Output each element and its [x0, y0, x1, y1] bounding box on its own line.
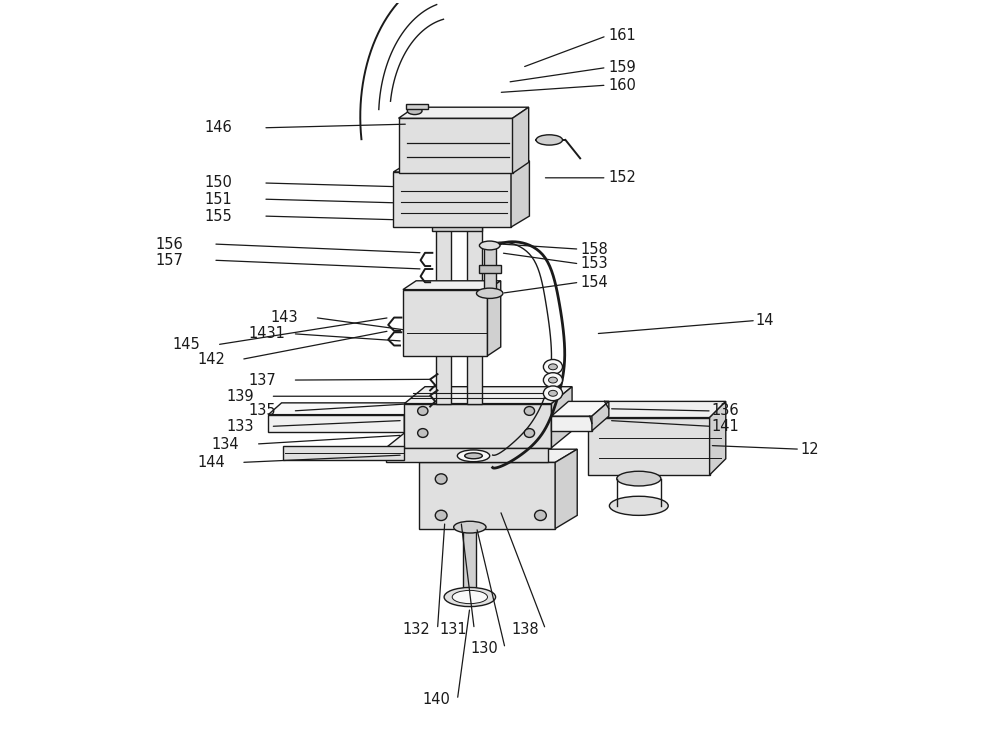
- Bar: [419, 462, 555, 528]
- Ellipse shape: [452, 591, 487, 604]
- Polygon shape: [592, 402, 609, 431]
- Ellipse shape: [524, 428, 535, 437]
- Text: 137: 137: [248, 373, 276, 388]
- Bar: [432, 216, 482, 230]
- Ellipse shape: [435, 473, 447, 484]
- Text: 160: 160: [609, 78, 637, 93]
- Text: 140: 140: [423, 693, 451, 708]
- Polygon shape: [511, 161, 529, 227]
- Text: 154: 154: [581, 275, 609, 290]
- Bar: [463, 527, 476, 597]
- Ellipse shape: [543, 386, 563, 401]
- Text: 136: 136: [712, 403, 739, 419]
- Polygon shape: [403, 281, 501, 290]
- Polygon shape: [513, 107, 529, 173]
- Text: 134: 134: [212, 436, 239, 451]
- Ellipse shape: [535, 511, 546, 520]
- Text: 132: 132: [403, 622, 431, 637]
- Ellipse shape: [543, 359, 563, 374]
- Text: 153: 153: [581, 256, 609, 271]
- Ellipse shape: [476, 288, 503, 299]
- Ellipse shape: [457, 450, 490, 462]
- Text: 159: 159: [609, 60, 637, 75]
- Ellipse shape: [549, 391, 557, 396]
- Ellipse shape: [536, 135, 563, 145]
- Polygon shape: [588, 402, 726, 418]
- Polygon shape: [386, 448, 548, 462]
- Polygon shape: [399, 107, 529, 119]
- Text: 141: 141: [712, 419, 740, 434]
- Ellipse shape: [407, 107, 422, 115]
- Text: 151: 151: [204, 192, 232, 207]
- Polygon shape: [551, 402, 609, 416]
- Polygon shape: [419, 449, 577, 462]
- Ellipse shape: [418, 428, 428, 437]
- Polygon shape: [555, 449, 577, 528]
- Text: 133: 133: [226, 419, 254, 434]
- Ellipse shape: [524, 407, 535, 416]
- Text: 130: 130: [471, 641, 498, 656]
- Text: 14: 14: [756, 313, 774, 328]
- Text: 131: 131: [440, 622, 467, 637]
- Polygon shape: [551, 387, 572, 448]
- Ellipse shape: [454, 521, 486, 533]
- Polygon shape: [404, 403, 418, 431]
- Text: 143: 143: [271, 310, 298, 325]
- Bar: [399, 119, 513, 173]
- Bar: [479, 265, 501, 273]
- Text: 12: 12: [800, 442, 819, 456]
- Ellipse shape: [609, 496, 668, 516]
- Polygon shape: [268, 415, 404, 431]
- Ellipse shape: [465, 453, 482, 459]
- Text: 138: 138: [511, 622, 539, 637]
- Text: 139: 139: [226, 389, 254, 404]
- Ellipse shape: [444, 588, 496, 607]
- Bar: [588, 418, 710, 475]
- Text: 156: 156: [156, 236, 184, 251]
- Text: 135: 135: [248, 403, 276, 419]
- Polygon shape: [393, 161, 529, 172]
- Text: 146: 146: [204, 120, 232, 136]
- Polygon shape: [551, 416, 592, 431]
- Ellipse shape: [543, 373, 563, 388]
- Ellipse shape: [549, 377, 557, 383]
- Ellipse shape: [418, 407, 428, 416]
- Bar: [406, 104, 428, 110]
- Ellipse shape: [435, 511, 447, 520]
- Polygon shape: [487, 281, 501, 356]
- Text: 152: 152: [609, 170, 637, 185]
- Bar: [404, 404, 551, 448]
- Bar: [432, 337, 482, 348]
- Bar: [403, 290, 487, 356]
- Text: 157: 157: [156, 253, 184, 268]
- Polygon shape: [467, 223, 482, 404]
- Polygon shape: [710, 402, 726, 475]
- Polygon shape: [404, 387, 572, 404]
- Ellipse shape: [479, 241, 500, 250]
- Ellipse shape: [617, 471, 661, 486]
- Polygon shape: [436, 223, 451, 404]
- Bar: [393, 172, 511, 227]
- Bar: [484, 245, 496, 293]
- Text: 150: 150: [204, 176, 232, 190]
- Text: 145: 145: [173, 337, 200, 352]
- Text: 161: 161: [609, 28, 637, 44]
- Polygon shape: [386, 433, 566, 448]
- Polygon shape: [268, 403, 418, 415]
- Text: 155: 155: [204, 208, 232, 224]
- Text: 1431: 1431: [248, 326, 285, 341]
- Text: 142: 142: [197, 352, 225, 367]
- Text: 144: 144: [197, 455, 225, 470]
- Ellipse shape: [549, 364, 557, 370]
- Bar: [283, 445, 404, 460]
- Text: 158: 158: [581, 242, 609, 256]
